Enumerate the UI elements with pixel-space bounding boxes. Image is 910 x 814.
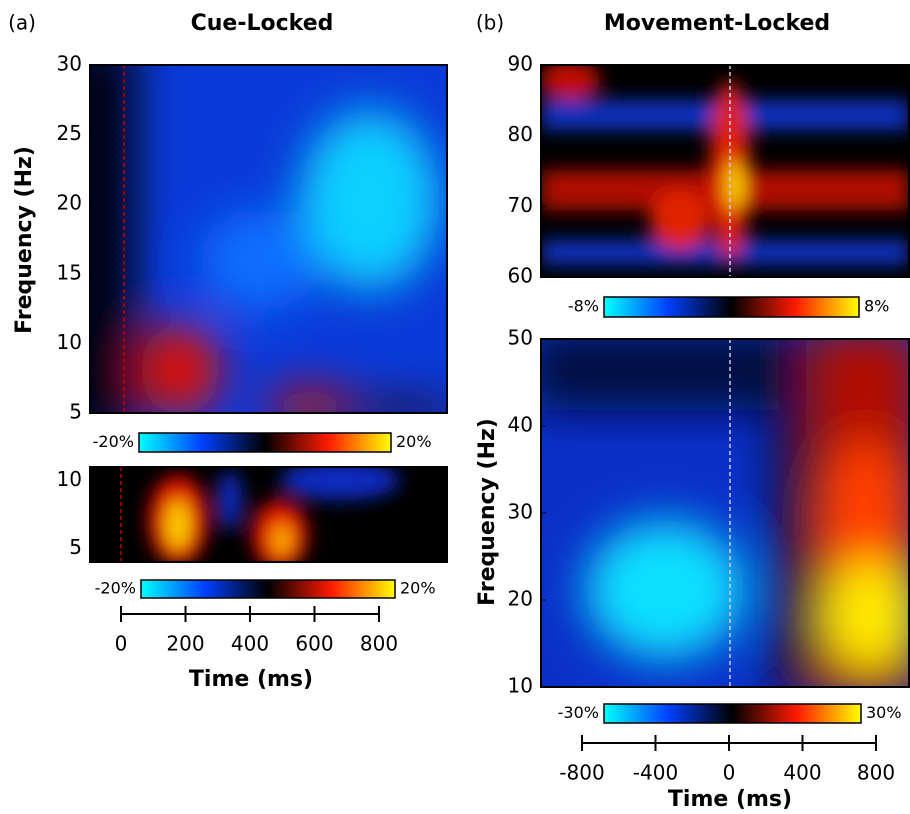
colorbar bbox=[603, 296, 860, 318]
x-tick-label: 400 bbox=[231, 632, 269, 656]
panel-title: Cue-Locked bbox=[191, 11, 334, 36]
panel-label: (b) bbox=[476, 11, 504, 35]
y-axis-label: Frequency (Hz) bbox=[12, 146, 37, 334]
y-tick-label: 20 bbox=[57, 191, 82, 215]
y-tick-label: 15 bbox=[57, 260, 82, 284]
heatmap-image bbox=[90, 65, 447, 413]
x-tick-label: 0 bbox=[723, 761, 736, 785]
colorbar-label: -20% bbox=[93, 432, 134, 451]
colorbar-label: 8% bbox=[864, 297, 889, 316]
y-tick-label: 30 bbox=[57, 52, 82, 76]
x-axis-label: Time (ms) bbox=[189, 667, 313, 692]
y-axis-label: Frequency (Hz) bbox=[475, 418, 500, 606]
panel-title: Movement-Locked bbox=[604, 11, 830, 36]
colorbar bbox=[138, 432, 392, 453]
x-tick-label: 400 bbox=[783, 761, 821, 785]
y-tick-label: 70 bbox=[508, 193, 533, 217]
y-tick-label: 5 bbox=[69, 535, 82, 559]
y-tick-label: 10 bbox=[508, 674, 533, 698]
plot-frame bbox=[89, 64, 448, 414]
y-tick-label: 60 bbox=[508, 264, 533, 288]
y-tick-label: 25 bbox=[57, 121, 82, 145]
x-tick-label: -400 bbox=[633, 761, 678, 785]
colorbar bbox=[603, 703, 862, 724]
x-tick-label: 200 bbox=[166, 632, 204, 656]
colorbar-label: 20% bbox=[400, 579, 436, 598]
y-tick-label: 30 bbox=[508, 500, 533, 524]
plot-frame bbox=[89, 466, 448, 563]
x-tick-label: 0 bbox=[115, 632, 128, 656]
heatmap-image bbox=[90, 467, 447, 562]
colorbar-label: -20% bbox=[95, 579, 136, 598]
colorbar-label: -8% bbox=[568, 297, 599, 316]
heatmap-image bbox=[541, 65, 909, 277]
y-tick-label: 80 bbox=[508, 122, 533, 146]
y-tick-label: 20 bbox=[508, 587, 533, 611]
x-tick-label: 800 bbox=[360, 632, 398, 656]
y-tick-label: 10 bbox=[57, 330, 82, 354]
colorbar-label: 20% bbox=[396, 432, 432, 451]
heatmap-image bbox=[541, 339, 909, 687]
x-tick-label: 600 bbox=[295, 632, 333, 656]
y-tick-label: 5 bbox=[69, 400, 82, 424]
x-axis-label: Time (ms) bbox=[668, 787, 792, 812]
y-tick-label: 90 bbox=[508, 52, 533, 76]
y-tick-label: 50 bbox=[508, 326, 533, 350]
x-tick-label: 800 bbox=[857, 761, 895, 785]
colorbar bbox=[140, 579, 396, 599]
colorbar-label: -30% bbox=[558, 703, 599, 722]
plot-frame bbox=[540, 64, 910, 278]
y-tick-label: 10 bbox=[57, 467, 82, 491]
y-tick-label: 40 bbox=[508, 413, 533, 437]
colorbar-label: 30% bbox=[866, 703, 902, 722]
panel-label: (a) bbox=[8, 11, 36, 35]
x-tick-label: -800 bbox=[559, 761, 604, 785]
